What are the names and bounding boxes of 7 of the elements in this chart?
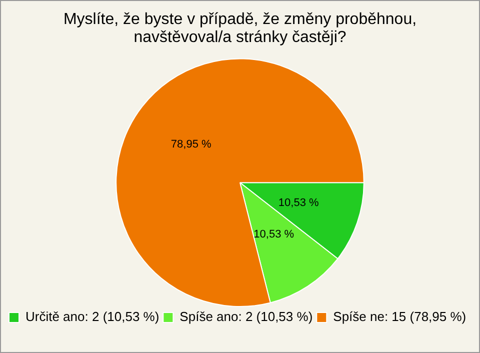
- data-label: 78,95 %: [170, 138, 212, 151]
- chart-title: Myslíte, že byste v případě, že změny proběhnou, navštěvoval/a stránky častěji?: [63, 11, 417, 46]
- legend-label: Spíše ano: 2 (10,53 %): [180, 309, 313, 324]
- data-label: 10,53 %: [254, 228, 294, 240]
- legend-label: Určitě ano: 2 (10,53 %): [26, 309, 160, 324]
- legend-label: Spíše ne: 15 (78,95 %): [333, 309, 466, 324]
- data-label: 10,53 %: [278, 196, 319, 209]
